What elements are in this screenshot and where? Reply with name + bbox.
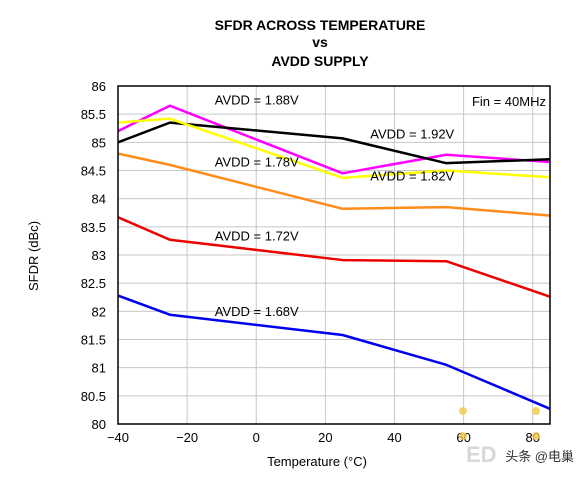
watermark-dot (532, 407, 540, 415)
plot-frame (117, 85, 551, 425)
y-tick-label: 85.5 (81, 107, 106, 122)
watermark-logo: ED (466, 442, 497, 467)
watermark-text: 头条 @电巢 (505, 449, 574, 464)
series-label-172: AVDD = 1.72V (215, 228, 299, 243)
y-tick-label: 80 (92, 417, 106, 432)
y-tick-label: 85 (92, 135, 106, 150)
y-tick-label: 82 (92, 304, 106, 319)
watermark: ED 头条 @电巢 (459, 407, 574, 467)
series-line-178 (117, 152, 551, 217)
y-tick-label: 83 (92, 248, 106, 263)
series-label-178: AVDD = 1.78V (215, 155, 299, 170)
x-axis-label: Temperature (°C) (267, 454, 367, 469)
series-line-192 (117, 121, 551, 165)
plot-border (117, 85, 551, 425)
chart-title-line-2: vs (312, 34, 328, 50)
y-tick-label: 81.5 (81, 333, 106, 348)
y-tick-label: 83.5 (81, 220, 106, 235)
y-tick-label: 84.5 (81, 164, 106, 179)
watermark-dot (532, 432, 540, 440)
x-tick-label: 20 (318, 430, 332, 445)
watermark-dot (459, 407, 467, 415)
series-labels: AVDD = 1.88V AVDD = 1.92V AVDD = 1.82V AVDD… (215, 93, 455, 319)
x-tick-label: 40 (387, 430, 401, 445)
chart-title-line-1: SFDR ACROSS TEMPERATURE (215, 17, 426, 33)
series-label-188: AVDD = 1.88V (215, 93, 299, 108)
series-label-192: AVDD = 1.92V (370, 126, 454, 141)
series-line-182 (117, 117, 551, 180)
x-tick-label: −20 (176, 430, 198, 445)
y-tick-label: 86 (92, 79, 106, 94)
y-tick-label: 81 (92, 361, 106, 376)
x-tick-label: 0 (253, 430, 260, 445)
x-tick-labels: −40−20020406080 (107, 430, 540, 445)
x-tick-label: −40 (107, 430, 129, 445)
series-line-172 (117, 216, 551, 298)
frequency-annotation: Fin = 40MHz (472, 94, 546, 109)
chart-title-line-3: AVDD SUPPLY (271, 53, 369, 69)
series-line-188 (117, 104, 551, 175)
series-lines (117, 104, 551, 410)
watermark-dot (459, 432, 467, 440)
y-tick-label: 82.5 (81, 276, 106, 291)
series-label-168: AVDD = 1.68V (215, 304, 299, 319)
series-label-182: AVDD = 1.82V (370, 169, 454, 184)
series-line-168 (117, 294, 551, 410)
y-tick-labels: 80 80.5 81 81.5 82 82.5 83 83.5 84 84.5 85 85.5 86 (81, 79, 106, 432)
chart-title: SFDR ACROSS TEMPERATURE vs AVDD SUPPLY (215, 17, 426, 69)
y-axis-label: SFDR (dBc) (26, 221, 41, 291)
y-tick-label: 84 (92, 192, 106, 207)
y-tick-label: 80.5 (81, 389, 106, 404)
